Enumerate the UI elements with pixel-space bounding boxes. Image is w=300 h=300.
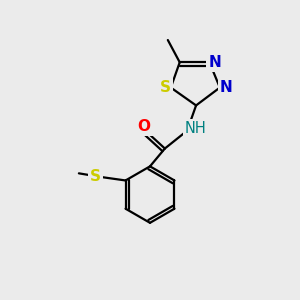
Text: S: S [160, 80, 171, 95]
Text: NH: NH [184, 121, 206, 136]
Text: O: O [138, 119, 151, 134]
Text: N: N [220, 80, 233, 95]
Text: N: N [208, 55, 221, 70]
Text: S: S [90, 169, 101, 184]
